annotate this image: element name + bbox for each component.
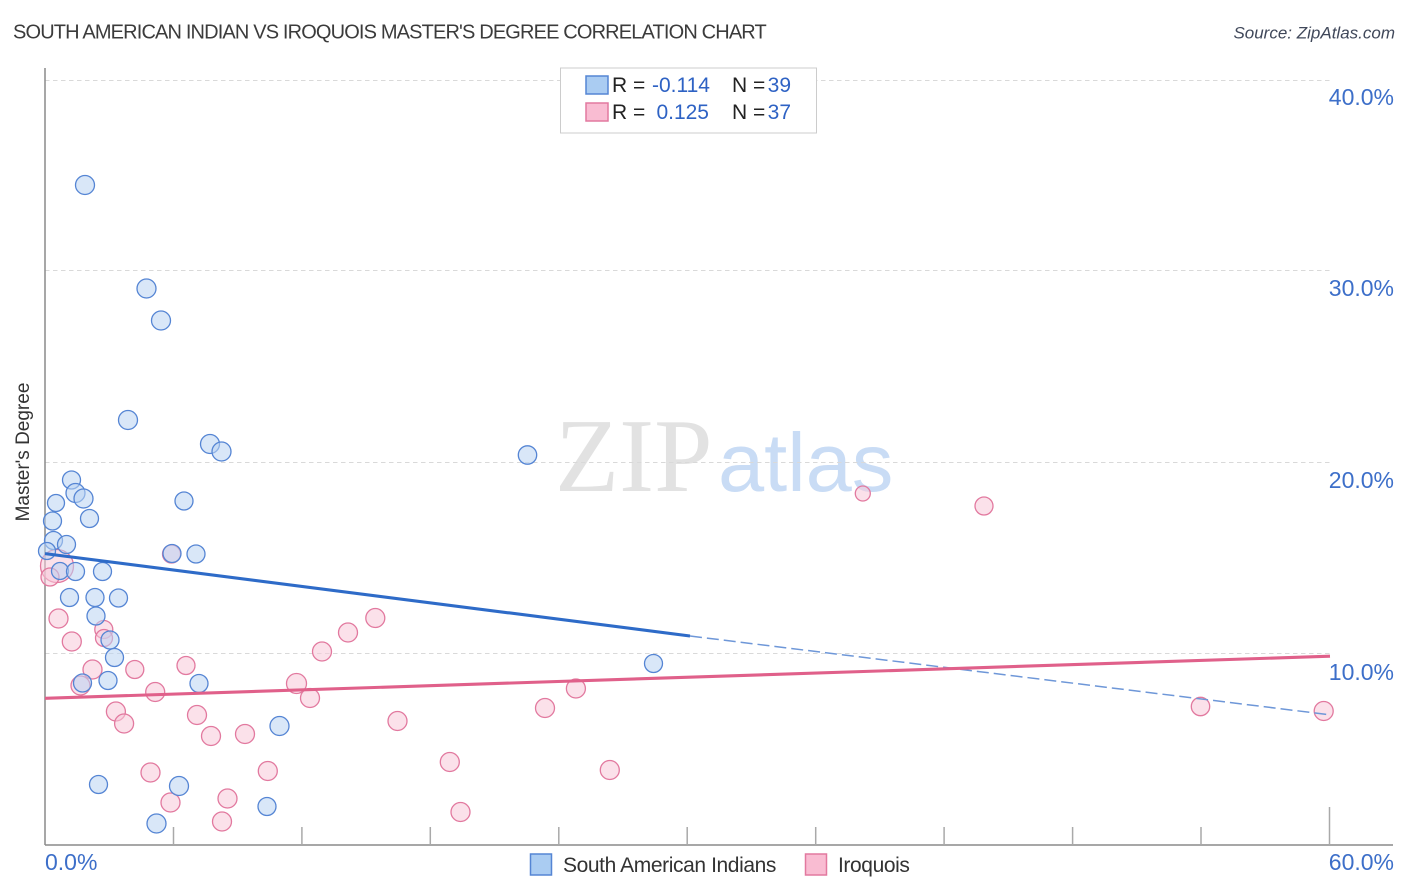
svg-text:ZIP: ZIP <box>555 397 713 514</box>
svg-text:10.0%: 10.0% <box>1329 659 1394 685</box>
svg-text:South American Indians: South American Indians <box>563 854 776 877</box>
svg-text:R =: R = <box>612 74 645 97</box>
svg-text:37: 37 <box>768 101 791 124</box>
svg-text:0.0%: 0.0% <box>45 849 97 875</box>
svg-text:Master's Degree: Master's Degree <box>13 383 34 522</box>
svg-text:30.0%: 30.0% <box>1329 275 1394 301</box>
svg-text:R =: R = <box>612 101 645 124</box>
svg-text:N =: N = <box>732 74 765 97</box>
svg-text:0.125: 0.125 <box>656 101 709 124</box>
svg-text:Iroquois: Iroquois <box>838 854 910 877</box>
svg-text:39: 39 <box>768 74 791 97</box>
svg-text:N =: N = <box>732 101 765 124</box>
svg-text:-0.114: -0.114 <box>652 74 710 97</box>
svg-text:60.0%: 60.0% <box>1329 849 1394 875</box>
svg-text:SOUTH AMERICAN INDIAN VS IROQU: SOUTH AMERICAN INDIAN VS IROQUOIS MASTER… <box>13 22 767 44</box>
svg-text:Source: ZipAtlas.com: Source: ZipAtlas.com <box>1233 24 1395 43</box>
svg-text:40.0%: 40.0% <box>1329 84 1394 110</box>
svg-text:20.0%: 20.0% <box>1329 467 1394 493</box>
